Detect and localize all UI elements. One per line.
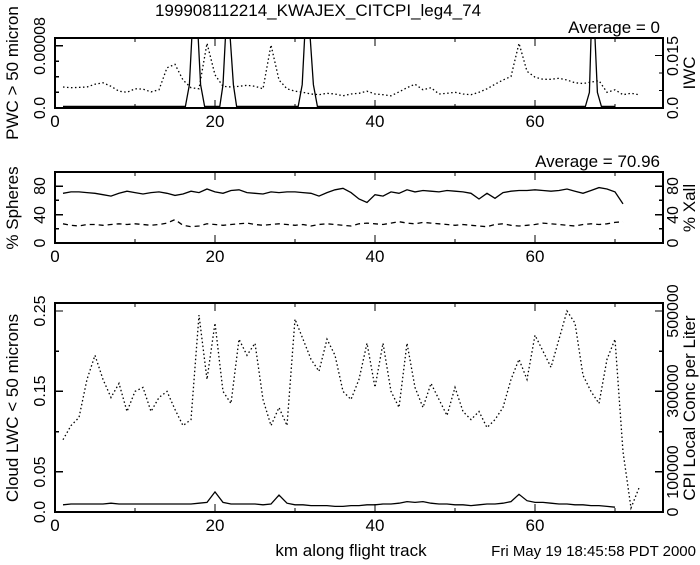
x-axis-title: km along flight track <box>275 541 427 560</box>
y-tick-label: 0.25 <box>32 295 49 327</box>
x-tick-label: 20 <box>205 516 225 535</box>
y-tick-label: 0.00008 <box>32 16 49 75</box>
x-tick-label: 20 <box>205 247 225 266</box>
average-annotation: Average = 70.96 <box>535 152 660 171</box>
average-annotation: Average = 0 <box>568 18 660 37</box>
pwc-iwc-panel-plot <box>54 37 664 109</box>
x-tick-label: 0 <box>50 247 60 266</box>
series-dotted <box>62 40 640 97</box>
left-axis-title: Cloud LWC < 50 microns <box>3 313 22 502</box>
series-solid <box>62 186 624 205</box>
x-tick-label: 0 <box>50 516 60 535</box>
x-tick-label: 60 <box>525 112 545 131</box>
x-tick-label: 60 <box>525 516 545 535</box>
right-axis-title: CPI Local Conc per Liter <box>680 314 699 501</box>
spheres-xall-panel-plot <box>54 171 664 244</box>
spheres-xall-panel-frame <box>54 171 664 244</box>
series-solid <box>62 490 616 508</box>
pwc-iwc-panel-frame <box>54 37 664 109</box>
series-dotted <box>62 309 640 511</box>
x-tick-label: 20 <box>205 112 225 131</box>
x-tick-label: 40 <box>365 112 385 131</box>
timestamp: Fri May 19 18:45:58 PDT 2000 <box>491 543 696 560</box>
series-solid <box>63 37 615 108</box>
page-title: 199908112214_KWAJEX_CITCPI_leg4_74 <box>154 1 482 20</box>
lwc-cpi-panel-plot <box>54 302 664 513</box>
x-tick-label: 60 <box>525 247 545 266</box>
x-tick-label: 40 <box>365 516 385 535</box>
x-tick-label: 40 <box>365 247 385 266</box>
lwc-cpi-panel-frame <box>54 302 664 513</box>
x-tick-label: 0 <box>50 112 60 131</box>
series-dashed <box>62 218 624 228</box>
y-tick-label: 80 <box>32 177 49 196</box>
